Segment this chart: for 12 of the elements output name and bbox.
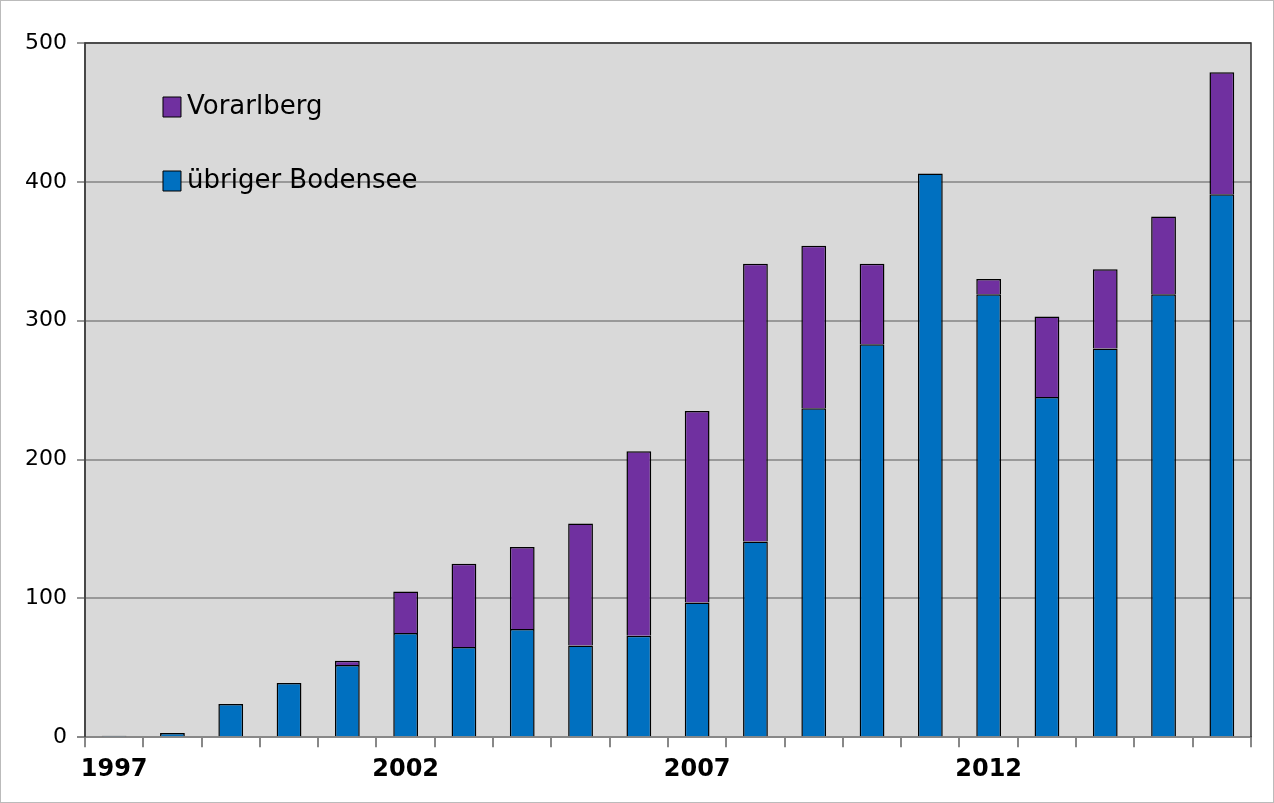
x-tick-label: 1997 xyxy=(80,753,148,782)
x-tick-label: 2002 xyxy=(372,753,440,782)
legend-label: übriger Bodensee xyxy=(186,163,418,194)
legend-label: Vorarlberg xyxy=(186,89,323,120)
x-tick-label: 2007 xyxy=(663,753,731,782)
x-tick-label: 2012 xyxy=(955,753,1023,782)
y-tick-label: 100 xyxy=(24,584,67,610)
y-tick-label: 300 xyxy=(24,306,67,332)
y-tick-label: 400 xyxy=(24,167,67,193)
y-tick-label: 500 xyxy=(24,28,67,54)
y-tick-label: 0 xyxy=(52,722,67,748)
y-tick-label: 200 xyxy=(24,445,67,471)
